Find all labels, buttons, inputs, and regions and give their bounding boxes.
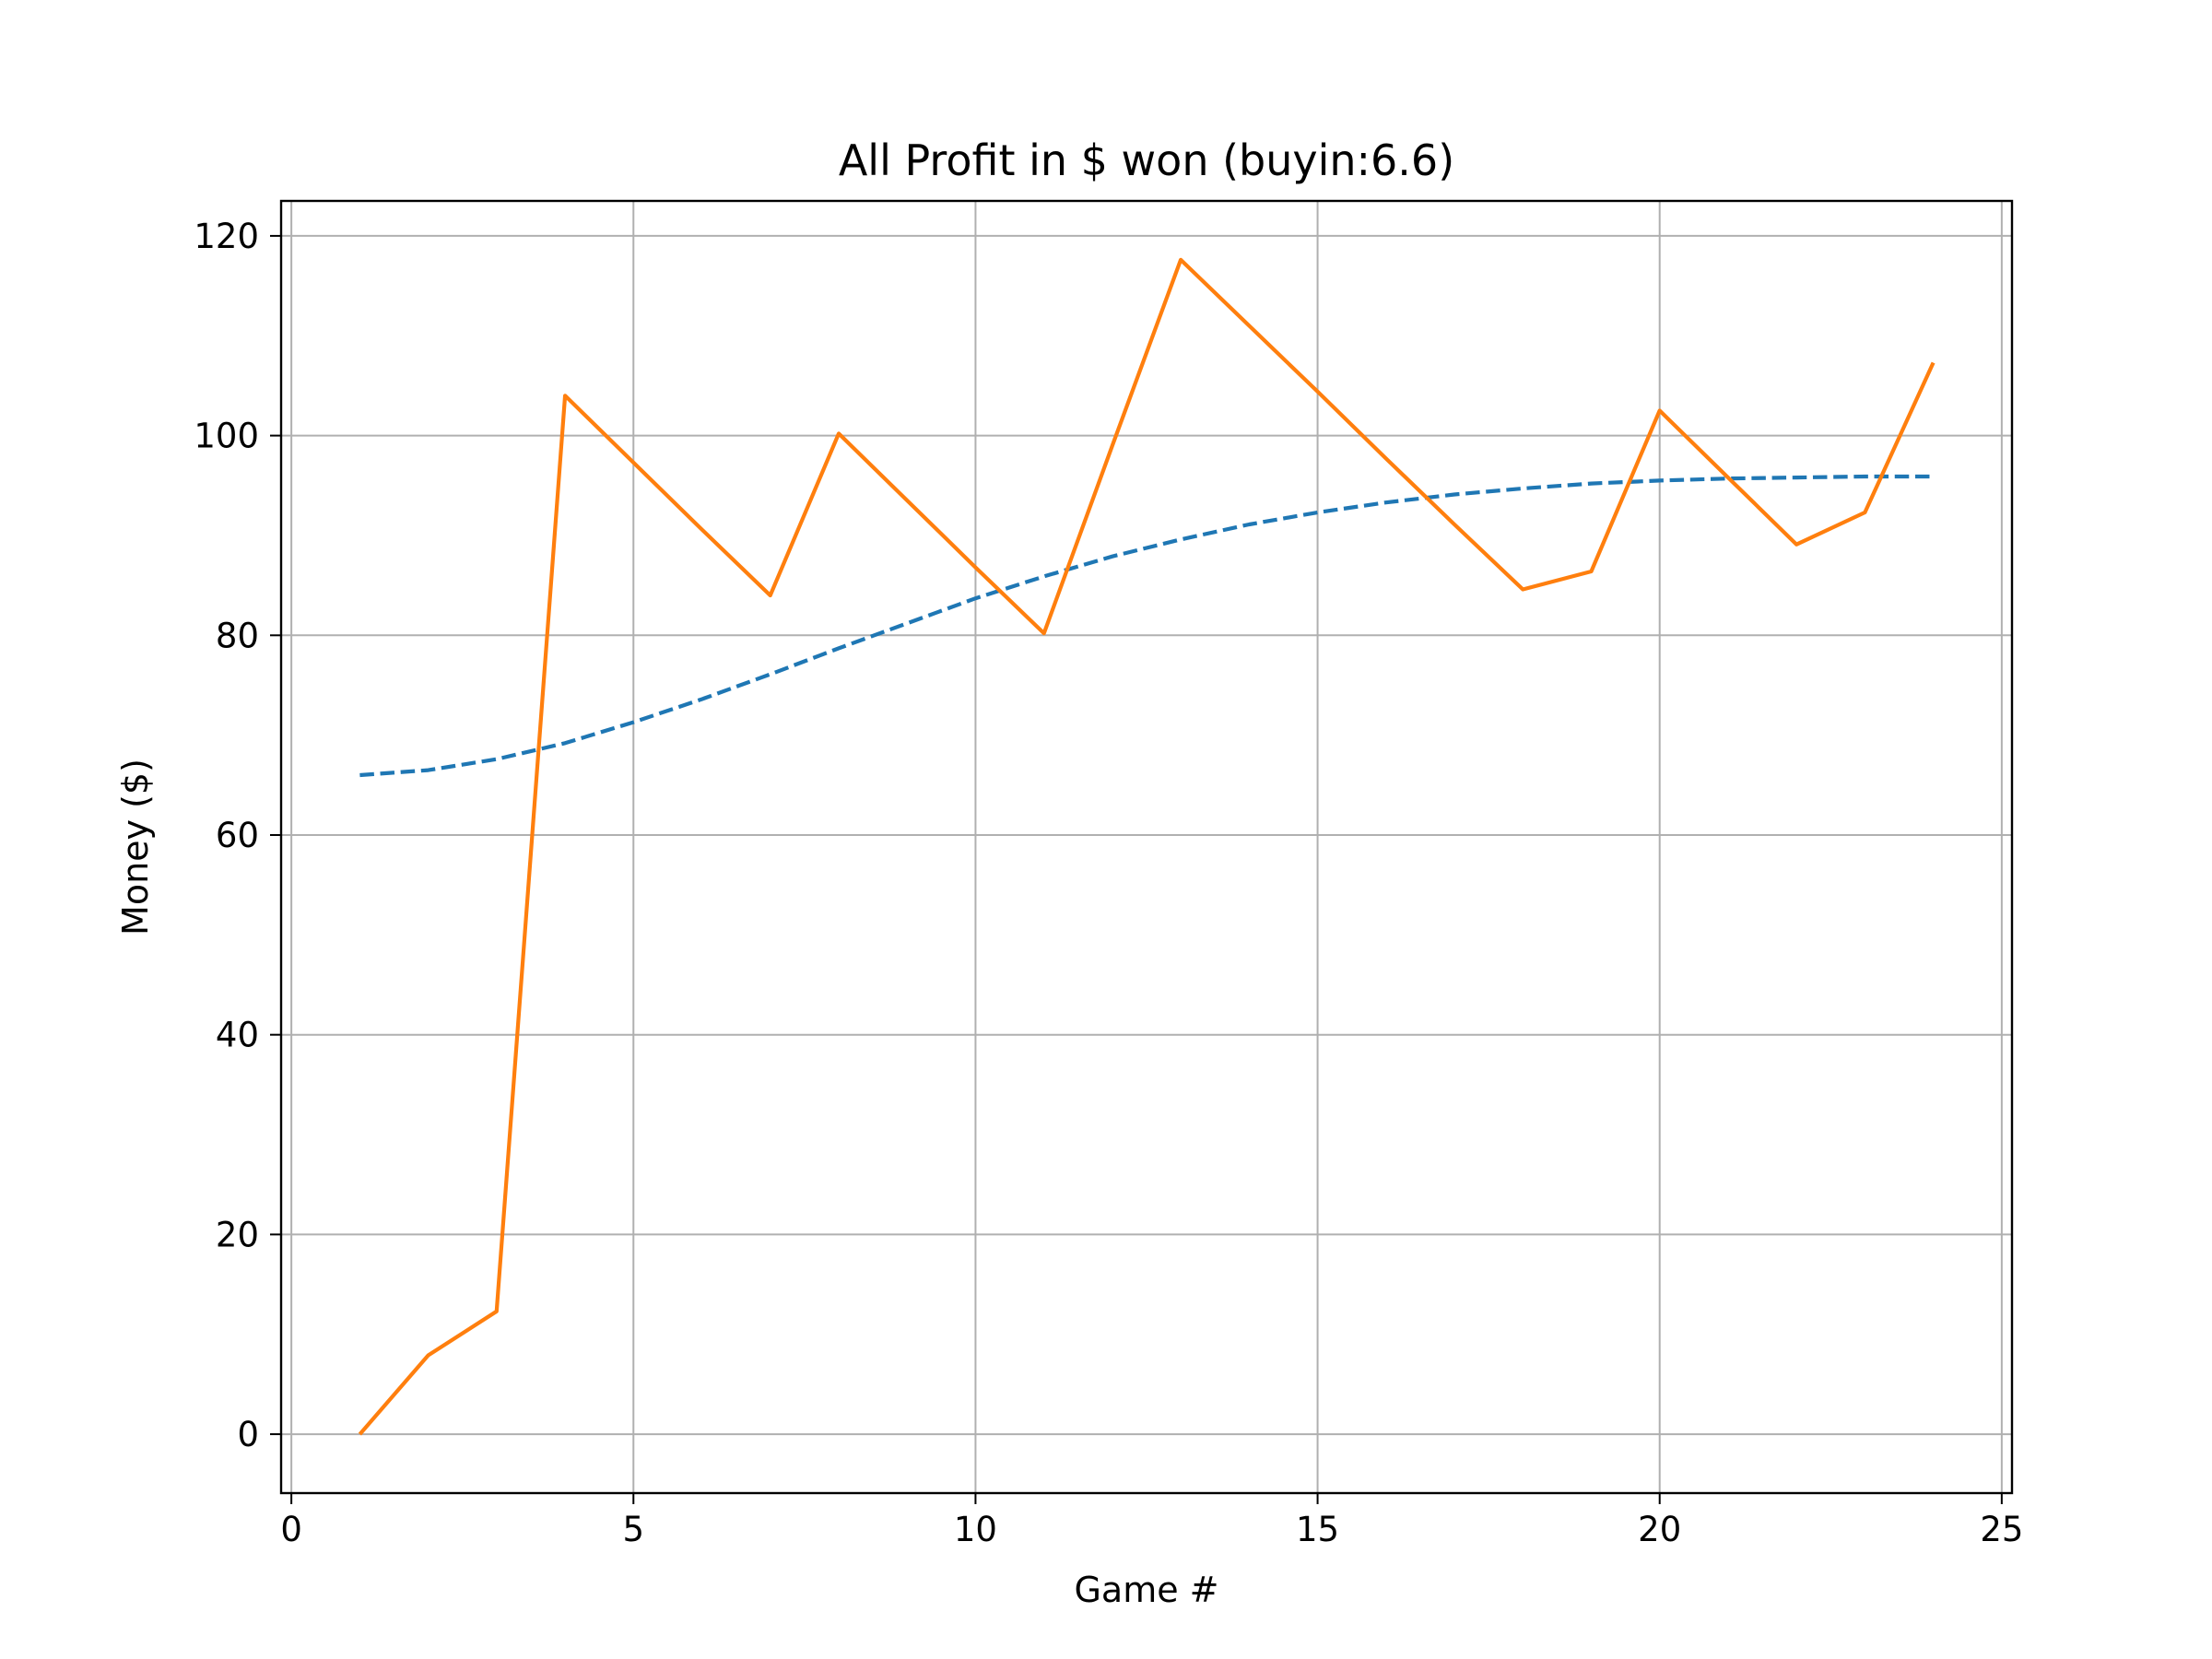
x-tick-label: 0 (280, 1510, 302, 1549)
ticks: 0 5 10 15 20 25 0 20 40 60 80 100 120 (194, 217, 2023, 1549)
x-tick-label: 5 (623, 1510, 645, 1549)
y-tick-label: 80 (216, 616, 259, 655)
profit-line-series (358, 257, 1936, 1436)
y-tick-label: 100 (194, 417, 259, 456)
chart-title: All Profit in $ won (buyin:6.6) (839, 135, 1454, 185)
y-axis-label: Money ($) (115, 759, 156, 935)
series-group (358, 257, 1936, 1436)
y-tick-label: 0 (237, 1415, 259, 1454)
y-tick-label: 60 (216, 816, 259, 855)
y-tick-label: 40 (216, 1016, 259, 1055)
x-axis-label: Game # (1074, 1570, 1218, 1610)
x-tick-label: 20 (1638, 1510, 1681, 1549)
y-tick-label: 120 (194, 217, 259, 256)
x-tick-label: 10 (954, 1510, 997, 1549)
x-tick-label: 15 (1296, 1510, 1339, 1549)
y-tick-label: 20 (216, 1215, 259, 1254)
grid (281, 201, 2012, 1493)
x-tick-label: 25 (1980, 1510, 2023, 1549)
trend-line-series (359, 474, 1934, 778)
plot-frame (279, 199, 2014, 1495)
